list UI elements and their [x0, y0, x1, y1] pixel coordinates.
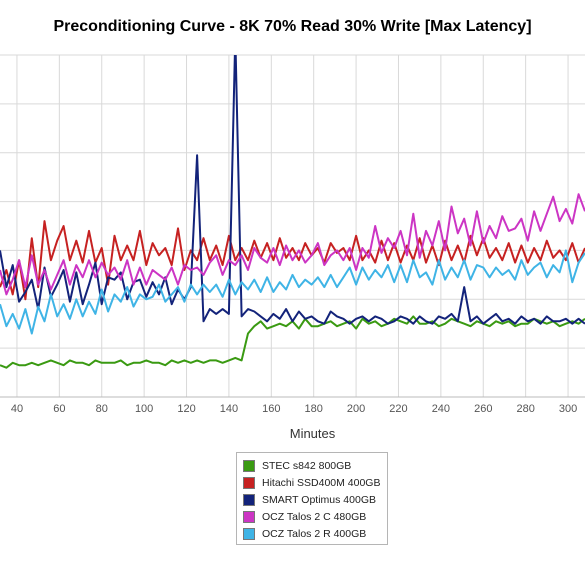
x-tick-label: 60	[53, 403, 65, 415]
legend-swatch	[243, 493, 255, 506]
legend-item: SMART Optimus 400GB	[243, 491, 381, 508]
x-tick-label: 200	[347, 403, 365, 415]
series-line-3	[0, 55, 585, 325]
legend-item: OCZ Talos 2 C 480GB	[243, 508, 381, 525]
x-tick-label: 140	[220, 403, 238, 415]
x-tick-labels: 40 60 80 100 120 140 160 180 200 220 240 260 280 300	[11, 403, 577, 415]
x-tick-label: 40	[11, 403, 23, 415]
gridlines	[0, 54, 585, 398]
x-tick-label: 260	[474, 403, 492, 415]
x-tick-label: 100	[135, 403, 153, 415]
x-tick-label: 300	[559, 403, 577, 415]
legend-label: SMART Optimus 400GB	[262, 493, 376, 506]
legend-label: OCZ Talos 2 R 400GB	[262, 527, 367, 540]
chart-title: Preconditioning Curve - 8K 70% Read 30% …	[53, 18, 532, 35]
legend-item: OCZ Talos 2 R 400GB	[243, 525, 381, 542]
legend-label: Hitachi SSD400M 400GB	[262, 476, 381, 489]
series-line-4	[0, 193, 585, 296]
x-tick-label: 240	[432, 403, 450, 415]
legend-label: STEC s842 800GB	[262, 459, 352, 472]
legend-item: STEC s842 800GB	[243, 457, 381, 474]
series-line-5	[0, 249, 585, 335]
legend-item: Hitachi SSD400M 400GB	[243, 474, 381, 491]
x-tick-label: 180	[305, 403, 323, 415]
x-tick-label: 160	[262, 403, 280, 415]
legend-swatch	[243, 459, 255, 472]
x-tick-label: 80	[96, 403, 108, 415]
legend-swatch	[243, 527, 255, 540]
x-axis-title: Minutes	[290, 426, 336, 441]
series-lines	[0, 55, 585, 369]
x-tick-label: 280	[516, 403, 534, 415]
x-tick-label: 120	[177, 403, 195, 415]
legend-swatch	[243, 510, 255, 523]
x-tick-label: 220	[389, 403, 407, 415]
legend-swatch	[243, 476, 255, 489]
legend: STEC s842 800GB Hitachi SSD400M 400GB SMAR…	[236, 452, 388, 545]
series-line-1	[0, 315, 585, 369]
legend-label: OCZ Talos 2 C 480GB	[262, 510, 367, 523]
series-line-2	[0, 220, 585, 301]
